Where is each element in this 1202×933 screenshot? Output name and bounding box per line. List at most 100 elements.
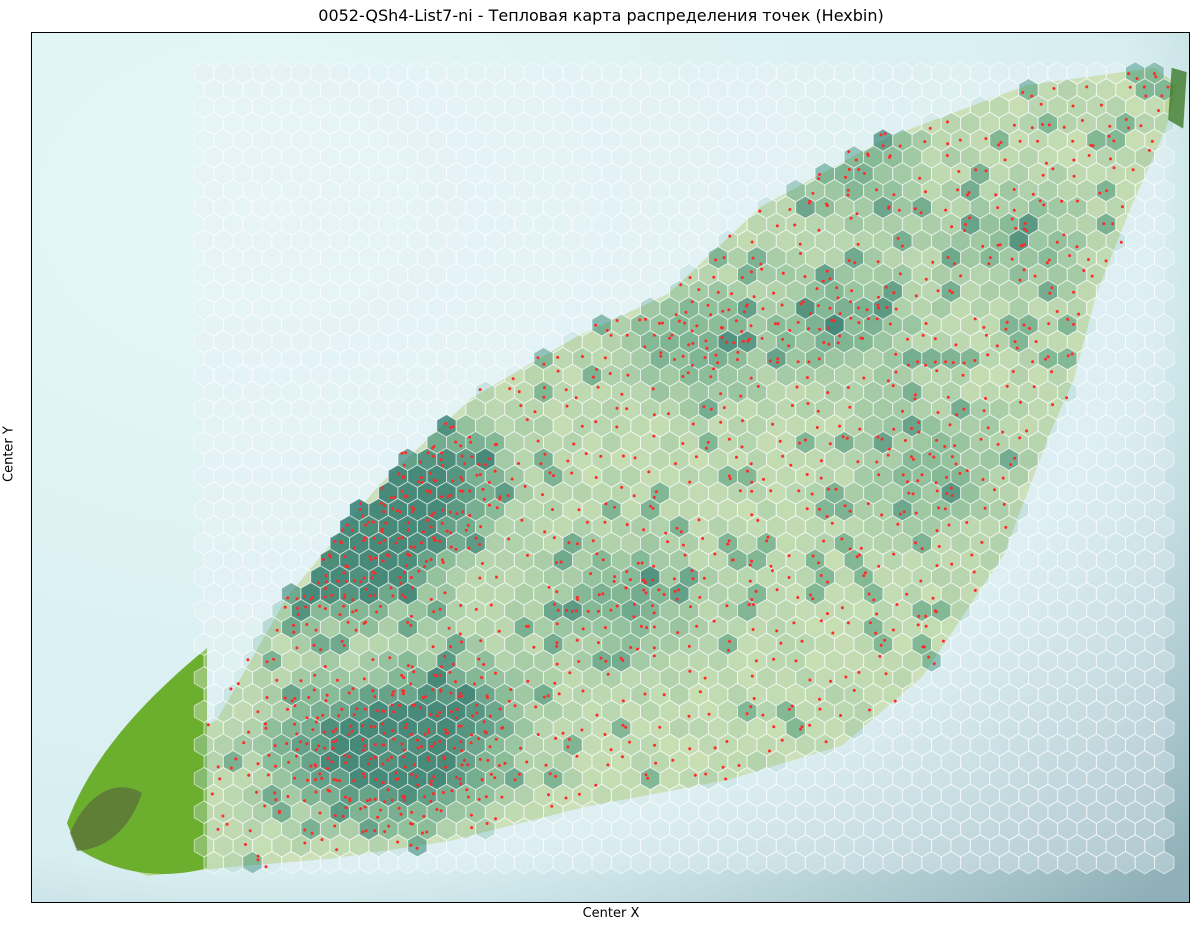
data-point [1011,370,1015,373]
data-point [468,489,472,493]
hexbin-cell [901,850,923,875]
data-point [438,711,442,714]
data-point [808,312,812,316]
data-point [911,492,915,496]
data-point [1128,85,1132,89]
data-point [818,327,822,331]
data-point [701,537,705,540]
data-point [444,731,448,735]
data-point [432,536,436,540]
data-point [1066,354,1070,358]
data-point [726,542,730,546]
data-point [293,776,297,780]
data-point [923,140,927,144]
data-point [568,671,572,675]
data-point [639,624,643,628]
data-point [541,493,544,497]
data-point [373,695,377,699]
data-point [455,708,459,711]
data-point [534,705,538,709]
data-point [459,604,463,607]
data-point [681,543,685,547]
data-point [996,243,1000,247]
data-point [392,710,396,714]
data-point [920,547,924,551]
data-point [913,207,917,211]
data-point [484,795,488,799]
data-point [343,555,347,559]
data-point [580,355,584,358]
data-point [887,447,891,451]
data-point [295,646,299,650]
data-point [769,564,773,568]
hexbin-cell [416,850,438,875]
data-point [361,830,365,834]
data-point [752,295,756,299]
data-point [856,306,860,310]
hexbin-cell [203,850,224,875]
data-point [808,723,812,727]
data-point [408,553,412,557]
data-point [513,778,517,782]
data-point [210,792,214,796]
data-point [390,693,394,697]
data-point [229,766,233,770]
data-point [672,577,676,581]
data-point [470,455,474,459]
data-point [595,713,599,717]
data-point [828,442,832,446]
data-point [373,797,377,801]
data-point [1047,258,1051,262]
data-point [953,444,957,448]
data-point [613,505,616,509]
data-point [654,761,658,765]
data-point [415,738,419,742]
data-point [386,758,390,762]
data-point [884,285,888,289]
data-point [740,445,744,449]
data-point [1099,103,1103,107]
data-point [421,696,425,700]
data-point [319,648,323,652]
data-point [727,308,731,312]
data-point [449,493,453,497]
data-point [888,322,892,326]
data-point [411,822,414,826]
data-point [948,423,952,427]
data-point [468,514,472,517]
data-point [376,815,380,819]
data-point [293,722,297,726]
data-point [968,216,971,220]
data-point [612,580,616,583]
data-point [449,645,453,649]
data-point [596,609,600,613]
data-point [720,336,724,339]
data-point [811,554,815,558]
data-point [401,692,405,696]
data-point [768,749,771,753]
data-point [440,464,444,468]
data-point [652,434,656,438]
data-point [833,319,836,323]
data-point [799,252,802,255]
data-point [474,536,478,540]
data-point [902,510,906,514]
data-point [373,755,377,759]
data-point [318,604,322,608]
data-point [409,576,413,579]
data-point [894,352,898,356]
data-point [206,723,210,727]
hexbin-cell [863,850,884,875]
data-point [443,591,447,595]
data-point [796,320,800,324]
data-point [653,743,657,747]
data-point [337,714,341,718]
data-point [727,474,731,478]
data-point [346,620,350,624]
data-point [625,523,629,527]
data-point [913,393,917,397]
data-point [917,614,921,618]
data-point [771,569,774,573]
data-point [727,539,731,543]
data-point [652,654,656,658]
